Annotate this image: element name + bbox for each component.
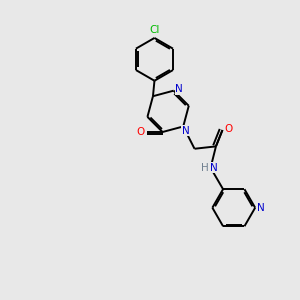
Text: O: O (224, 124, 232, 134)
Text: N: N (257, 203, 265, 213)
Text: N: N (210, 163, 218, 173)
Text: O: O (136, 127, 145, 137)
Text: N: N (182, 126, 190, 136)
Text: H: H (201, 163, 209, 173)
Text: N: N (175, 84, 183, 94)
Text: Cl: Cl (149, 25, 160, 34)
